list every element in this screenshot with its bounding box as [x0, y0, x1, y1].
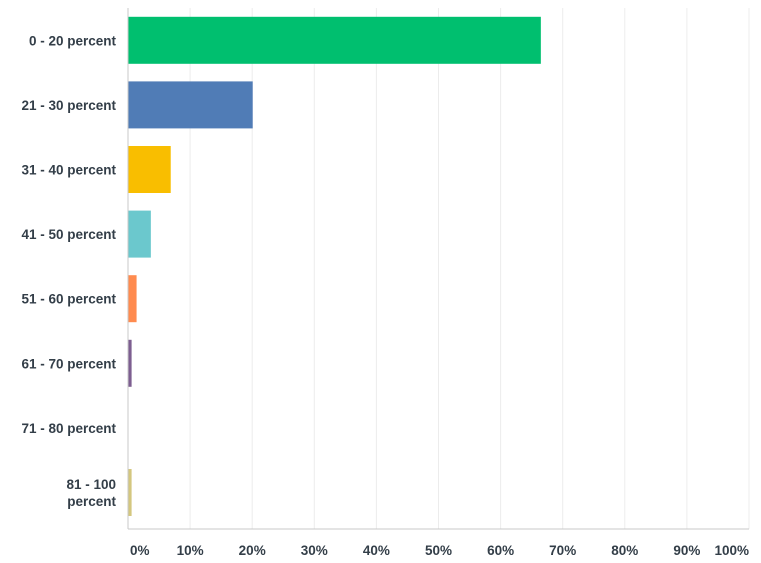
gridlines	[189, 8, 750, 529]
bar	[128, 275, 137, 323]
bar	[128, 339, 132, 387]
x-tick-label: 100%	[714, 543, 749, 558]
axes	[127, 8, 749, 530]
category-label: 71 - 80 percent	[21, 421, 116, 436]
category-label: 0 - 20 percent	[29, 33, 117, 48]
x-tick-label: 70%	[549, 543, 576, 558]
bar	[128, 146, 171, 193]
bar	[128, 469, 132, 516]
x-tick-labels: 0% 10% 20% 30% 40% 50% 60% 70% 80% 90% 100%	[130, 543, 749, 558]
bar	[128, 16, 541, 64]
category-labels: 0 - 20 percent 21 - 30 percent 31 - 40 per…	[21, 33, 116, 509]
x-tick-label: 20%	[239, 543, 266, 558]
bar	[128, 81, 253, 129]
category-label: 31 - 40 percent	[21, 163, 116, 178]
x-tick-label: 60%	[487, 543, 514, 558]
bar	[128, 210, 151, 258]
category-label: 51 - 60 percent	[21, 292, 116, 307]
bars	[128, 16, 541, 516]
x-tick-label: 40%	[363, 543, 390, 558]
x-tick-label: 90%	[673, 543, 700, 558]
category-label: 61 - 70 percent	[21, 356, 116, 371]
category-label: 81 - 100 percent	[66, 477, 116, 509]
x-tick-label: 30%	[301, 543, 328, 558]
x-tick-label: 80%	[611, 543, 638, 558]
x-tick-label: 0%	[130, 543, 150, 558]
category-label: 21 - 30 percent	[21, 98, 116, 113]
x-tick-label: 10%	[177, 543, 204, 558]
x-tick-label: 50%	[425, 543, 452, 558]
category-label: 41 - 50 percent	[21, 227, 116, 242]
